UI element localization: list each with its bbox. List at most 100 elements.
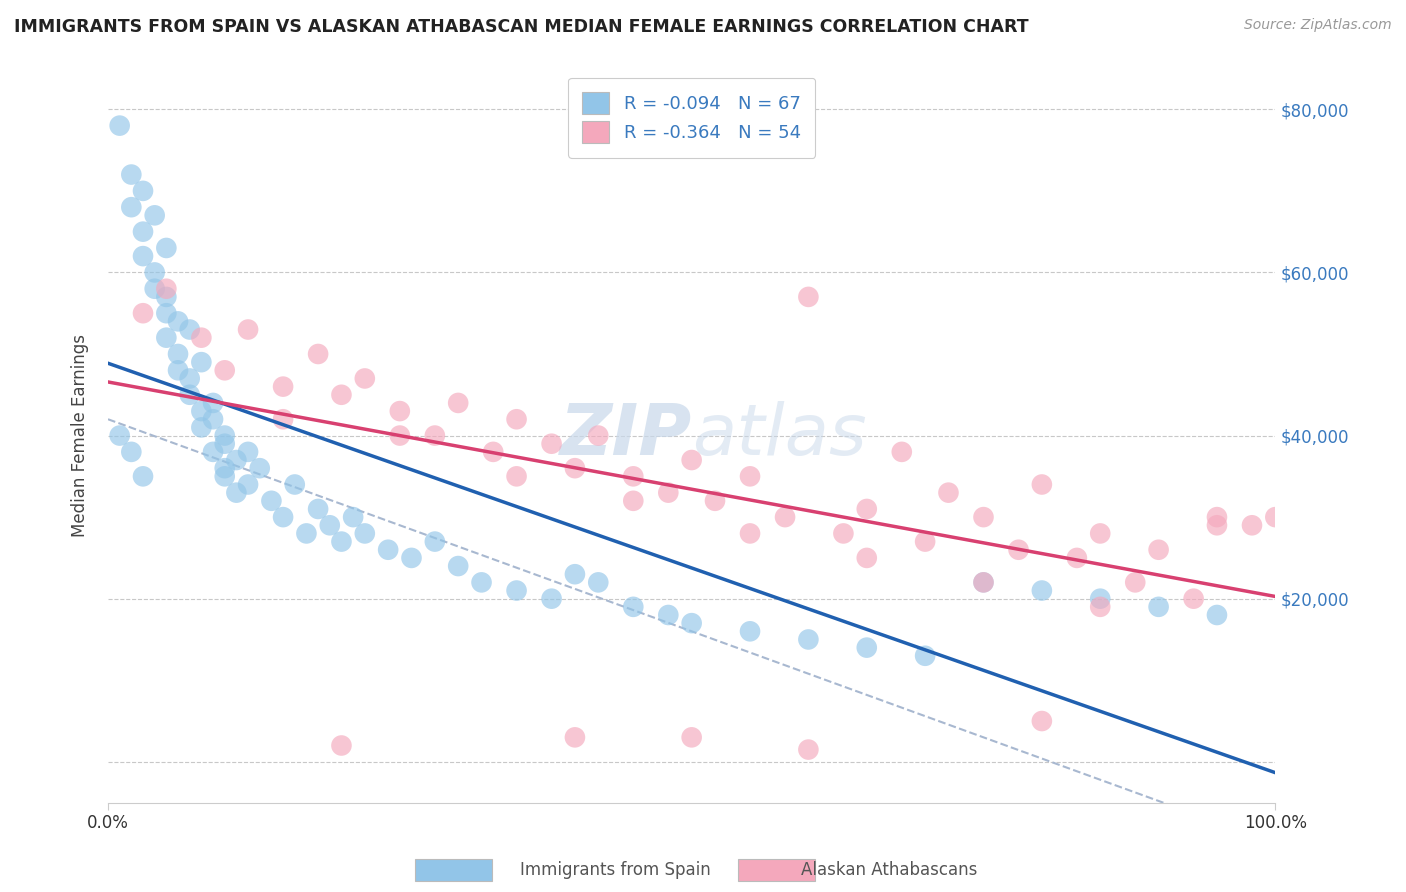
Point — [284, 477, 307, 491]
Point — [1206, 607, 1229, 622]
Point — [1240, 518, 1263, 533]
Point — [214, 428, 236, 442]
Point — [1123, 575, 1146, 590]
Point — [738, 526, 761, 541]
Point — [190, 355, 212, 369]
Point — [330, 739, 353, 753]
Point — [681, 616, 703, 631]
Text: ZIP: ZIP — [560, 401, 692, 470]
Point — [738, 624, 761, 639]
Point — [190, 420, 212, 434]
Point — [1206, 510, 1229, 524]
Point — [108, 119, 131, 133]
Point — [621, 493, 644, 508]
Point — [388, 404, 411, 418]
Point — [505, 583, 527, 598]
Point — [295, 526, 318, 541]
Point — [307, 347, 329, 361]
Point — [249, 461, 271, 475]
Text: Source: ZipAtlas.com: Source: ZipAtlas.com — [1244, 18, 1392, 32]
Point — [236, 445, 259, 459]
Point — [1031, 583, 1053, 598]
Point — [214, 461, 236, 475]
Point — [621, 469, 644, 483]
Point — [132, 249, 155, 263]
Point — [738, 469, 761, 483]
Point — [621, 599, 644, 614]
Point — [225, 453, 247, 467]
Point — [1031, 714, 1053, 728]
Point — [855, 502, 877, 516]
Point — [855, 550, 877, 565]
Point — [214, 436, 236, 450]
Point — [155, 306, 177, 320]
Point — [973, 510, 995, 524]
Point — [797, 290, 820, 304]
Point — [1090, 591, 1112, 606]
Point — [190, 331, 212, 345]
Point — [505, 412, 527, 426]
Point — [1031, 477, 1053, 491]
Point — [377, 542, 399, 557]
Point — [938, 485, 960, 500]
Point — [1090, 599, 1112, 614]
Point — [155, 290, 177, 304]
Point — [588, 428, 610, 442]
Point — [1090, 526, 1112, 541]
Point — [914, 534, 936, 549]
Point — [202, 412, 225, 426]
Point — [225, 485, 247, 500]
Point — [797, 742, 820, 756]
Point — [914, 648, 936, 663]
Point — [1182, 591, 1205, 606]
Point — [1264, 510, 1286, 524]
Point — [482, 445, 505, 459]
Point — [202, 445, 225, 459]
Point — [132, 225, 155, 239]
Point — [108, 428, 131, 442]
Point — [143, 265, 166, 279]
Point — [353, 526, 375, 541]
Point — [973, 575, 995, 590]
Point — [167, 363, 190, 377]
Point — [132, 306, 155, 320]
Point — [236, 477, 259, 491]
Point — [423, 534, 446, 549]
Point — [353, 371, 375, 385]
Point — [120, 200, 142, 214]
Point — [423, 428, 446, 442]
Point — [657, 607, 679, 622]
Point — [564, 567, 586, 582]
Point — [132, 469, 155, 483]
Point — [1066, 550, 1088, 565]
Point — [447, 396, 470, 410]
Point — [388, 428, 411, 442]
Point — [143, 282, 166, 296]
Point — [1206, 518, 1229, 533]
Point — [540, 436, 562, 450]
Point — [155, 331, 177, 345]
Point — [260, 493, 283, 508]
Point — [167, 347, 190, 361]
Point — [271, 379, 294, 393]
Point — [190, 404, 212, 418]
Point — [401, 550, 423, 565]
Point — [330, 534, 353, 549]
Point — [319, 518, 342, 533]
Point — [855, 640, 877, 655]
Point — [342, 510, 364, 524]
Point — [681, 731, 703, 745]
Point — [132, 184, 155, 198]
Point — [179, 388, 201, 402]
Point — [657, 485, 679, 500]
Point — [505, 469, 527, 483]
Point — [155, 282, 177, 296]
Point — [973, 575, 995, 590]
Point — [832, 526, 855, 541]
Point — [1147, 599, 1170, 614]
Point — [271, 412, 294, 426]
Text: Alaskan Athabascans: Alaskan Athabascans — [801, 861, 977, 879]
Point — [540, 591, 562, 606]
Text: IMMIGRANTS FROM SPAIN VS ALASKAN ATHABASCAN MEDIAN FEMALE EARNINGS CORRELATION C: IMMIGRANTS FROM SPAIN VS ALASKAN ATHABAS… — [14, 18, 1029, 36]
Point — [704, 493, 727, 508]
